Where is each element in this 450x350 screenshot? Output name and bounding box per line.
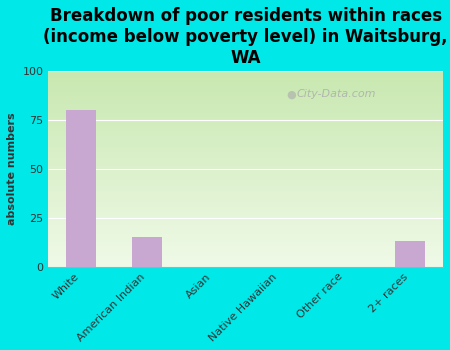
Bar xyxy=(67,110,96,266)
Text: ●: ● xyxy=(286,89,296,99)
Bar xyxy=(396,241,425,266)
Bar xyxy=(132,237,162,266)
Text: City-Data.com: City-Data.com xyxy=(297,89,376,99)
Title: Breakdown of poor residents within races
(income below poverty level) in Waitsbu: Breakdown of poor residents within races… xyxy=(44,7,448,66)
Y-axis label: absolute numbers: absolute numbers xyxy=(7,112,17,225)
